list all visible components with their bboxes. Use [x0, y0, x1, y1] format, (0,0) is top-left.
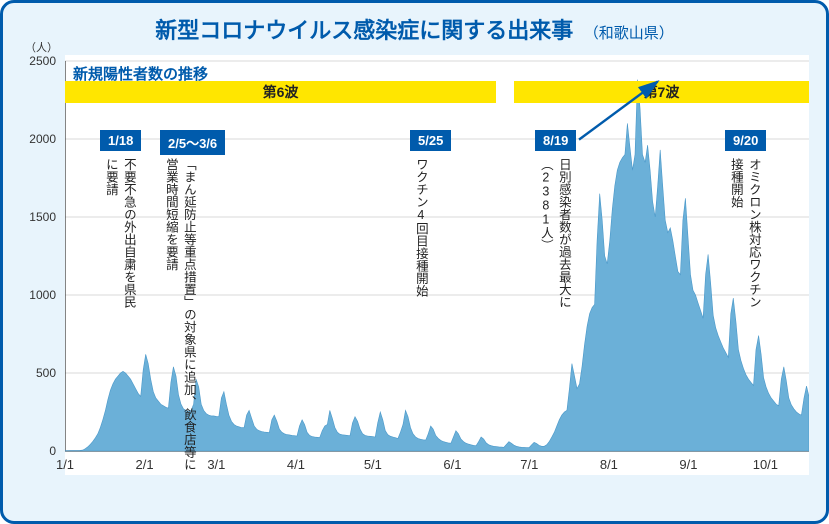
x-tick-label: 8/1 — [600, 457, 618, 472]
y-tick-label: 1500 — [6, 210, 56, 224]
event-date-badge: 8/19 — [535, 130, 576, 151]
event-text: 「まん延防止等重点措置」の対象県に追加、飲食店等に — [180, 158, 197, 471]
y-tick-label: 1000 — [6, 288, 56, 302]
x-tick-label: 2/1 — [135, 457, 153, 472]
event-text: オミクロン株対応ワクチン — [745, 158, 762, 308]
event-text: 接種開始 — [727, 158, 744, 208]
x-tick-label: 9/1 — [679, 457, 697, 472]
wave-band: 第6波 — [65, 81, 496, 103]
x-tick-label: 10/1 — [753, 457, 778, 472]
wave-band: 第7波 — [514, 81, 809, 103]
event-date-badge: 5/25 — [410, 130, 451, 151]
y-tick-label: 2000 — [6, 132, 56, 146]
y-tick-label: 500 — [6, 366, 56, 380]
x-tick-label: 4/1 — [287, 457, 305, 472]
x-tick-label: 5/1 — [364, 457, 382, 472]
chart-frame: 新型コロナウイルス感染症に関する出来事 （和歌山県） （人） 0 500 1000 1… — [0, 0, 829, 524]
y-axis-unit: （人） — [25, 39, 58, 55]
x-tick-label: 1/1 — [56, 457, 74, 472]
event-text: 日別感染者数が過去最大に — [555, 158, 572, 308]
event-text: ワクチン4回目接種開始 — [412, 158, 429, 297]
x-tick-label: 7/1 — [520, 457, 538, 472]
x-tick-label: 3/1 — [207, 457, 225, 472]
event-text: 不要不急の外出自粛を県民 — [120, 158, 137, 308]
y-tick-label: 2500 — [6, 54, 56, 68]
event-text: に要請 — [102, 158, 119, 196]
chart-subtitle-region: （和歌山県） — [584, 25, 674, 42]
event-date-badge: 1/18 — [100, 130, 141, 151]
event-text: （2381人） — [537, 158, 554, 252]
event-date-badge: 2/5〜3/6 — [160, 130, 225, 155]
title-row: 新型コロナウイルス感染症に関する出来事 （和歌山県） — [3, 13, 826, 45]
event-text: 営業時間短縮を要請 — [162, 158, 179, 271]
event-date-badge: 9/20 — [725, 130, 766, 151]
chart-title: 新型コロナウイルス感染症に関する出来事 — [155, 18, 573, 43]
x-tick-label: 6/1 — [443, 457, 461, 472]
y-tick-label: 0 — [6, 444, 56, 458]
